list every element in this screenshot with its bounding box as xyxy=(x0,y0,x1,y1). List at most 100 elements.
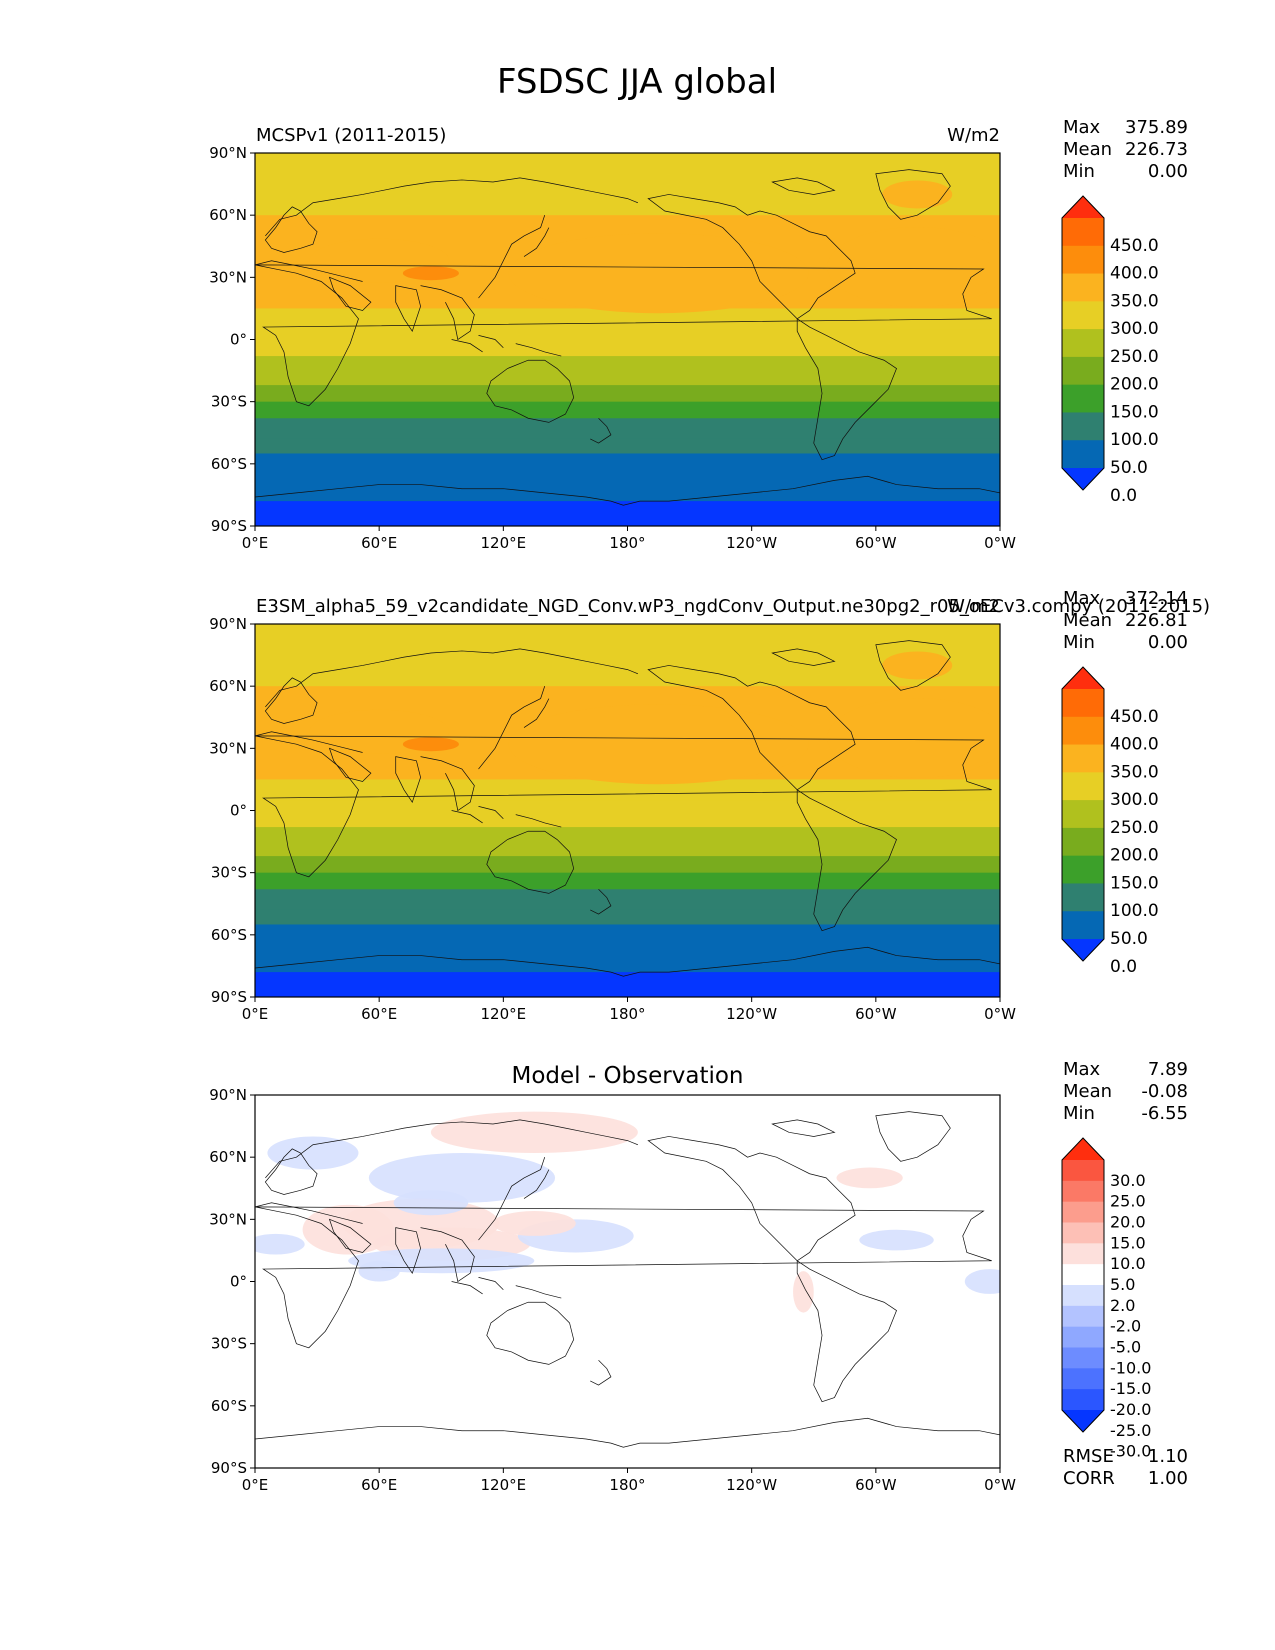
colorbar-label: 250.0 xyxy=(1110,818,1159,838)
colorbar-label: -30.0 xyxy=(1110,1442,1151,1461)
colorbar-label: 25.0 xyxy=(1110,1192,1146,1211)
diff-blob xyxy=(255,1233,305,1255)
lon-tick-label: 120°W xyxy=(726,534,777,552)
colorbar-extend-max xyxy=(1062,1138,1104,1160)
colorbar-segment xyxy=(1062,772,1104,801)
colorbar-label: 30.0 xyxy=(1110,1171,1146,1190)
field-band xyxy=(255,624,1000,687)
stat-label: Mean xyxy=(1063,139,1112,160)
lat-tick-label: 60°S xyxy=(211,1397,247,1415)
map-field xyxy=(255,153,1000,526)
colorbar-segment xyxy=(1062,245,1104,274)
panel-left-title: MCSPv1 (2011-2015) xyxy=(256,125,446,146)
panel-diff: 90°N 60°N 30°N 0° 30°S 60°S 90°S0°E 60°E 120°E 18… xyxy=(209,1059,1188,1494)
panel-left-title: E3SM_alpha5_59_v2candidate_NGD_Conv.wP3_… xyxy=(256,596,1210,617)
colorbar-label: 250.0 xyxy=(1110,347,1159,367)
diff-blob xyxy=(368,1153,556,1203)
field-band xyxy=(255,856,1000,874)
lon-tick-label: 120°W xyxy=(726,1476,777,1494)
field-band xyxy=(255,356,1000,386)
colorbar-label: -15.0 xyxy=(1110,1379,1151,1398)
colorbar-label: 100.0 xyxy=(1110,901,1159,921)
colorbar-segment xyxy=(1062,273,1104,302)
diff-blob xyxy=(793,1271,814,1313)
lon-tick-label: 180° xyxy=(609,1476,645,1494)
field-band xyxy=(255,972,1000,997)
colorbar-segment xyxy=(1062,800,1104,829)
panel-center-title: Model - Observation xyxy=(511,1063,743,1089)
colorbar-label: -20.0 xyxy=(1110,1400,1151,1419)
colorbar-label: -5.0 xyxy=(1110,1338,1141,1357)
lat-tick-label: 90°S xyxy=(211,988,247,1006)
colorbar-extend-min xyxy=(1062,468,1104,490)
field-band xyxy=(255,827,1000,857)
lon-tick-label: 120°W xyxy=(726,1005,777,1023)
lat-tick-label: 30°S xyxy=(211,864,247,882)
field-blob xyxy=(402,266,459,281)
colorbar-label: 15.0 xyxy=(1110,1233,1146,1252)
colorbar-segment xyxy=(1062,1180,1104,1203)
lat-tick-label: 30°S xyxy=(211,393,247,411)
colorbar-segment xyxy=(1062,440,1104,469)
field-band xyxy=(255,924,1000,973)
field-band xyxy=(255,438,1000,454)
lon-tick-label: 0°W xyxy=(984,1476,1016,1494)
colorbar-segment xyxy=(1062,356,1104,386)
stat-value: 226.73 xyxy=(1125,139,1188,160)
colorbar-segment xyxy=(1062,689,1104,718)
lon-tick-label: 120°E xyxy=(481,534,527,552)
colorbar-segment xyxy=(1062,827,1104,857)
lon-tick-label: 60°E xyxy=(361,1476,397,1494)
lat-tick-label: 60°S xyxy=(211,455,247,473)
field-band xyxy=(255,872,1000,890)
colorbar-label: 400.0 xyxy=(1110,264,1159,284)
colorbar-label: -25.0 xyxy=(1110,1421,1151,1440)
diff-blob xyxy=(430,1111,638,1154)
diff-blob xyxy=(358,1260,400,1282)
lat-tick-label: 0° xyxy=(230,1273,247,1291)
colorbar-label: 0.0 xyxy=(1110,486,1137,506)
lon-tick-label: 60°E xyxy=(361,1005,397,1023)
field-blob xyxy=(402,737,459,752)
stat-value: 7.89 xyxy=(1148,1059,1188,1080)
lon-tick-label: 0°E xyxy=(242,1476,269,1494)
lat-tick-label: 30°S xyxy=(211,1335,247,1353)
stat-label: Max xyxy=(1063,588,1101,609)
field-band xyxy=(255,453,1000,502)
colorbar: 450.0 400.0 350.0 300.0 250.0 200.0 150.0 100.0… xyxy=(1061,666,1159,977)
colorbar-extend-min xyxy=(1062,939,1104,961)
diff-blob xyxy=(859,1229,934,1251)
colorbar-segment xyxy=(1062,1201,1104,1223)
colorbar-outline xyxy=(1061,195,1105,491)
colorbar-segment xyxy=(1062,744,1104,773)
field-band xyxy=(255,329,1000,357)
lon-tick-label: 0°W xyxy=(984,1005,1016,1023)
colorbar-label: 10.0 xyxy=(1110,1254,1146,1273)
colorbar-label: 20.0 xyxy=(1110,1213,1146,1232)
lat-tick-label: 60°N xyxy=(209,677,247,695)
extra-stat-value: 1.10 xyxy=(1148,1446,1188,1467)
colorbar-segment xyxy=(1062,1222,1104,1244)
colorbar-label: 300.0 xyxy=(1110,319,1159,339)
colorbar-label: 200.0 xyxy=(1110,375,1159,395)
colorbar-label: 100.0 xyxy=(1110,430,1159,450)
diff-blob xyxy=(836,1167,903,1189)
stat-label: Min xyxy=(1063,1103,1095,1124)
colorbar-segment xyxy=(1062,716,1104,745)
lat-tick-label: 90°N xyxy=(209,144,247,162)
colorbar-label: 200.0 xyxy=(1110,846,1159,866)
field-blob xyxy=(882,180,953,209)
stat-value: 372.14 xyxy=(1125,588,1188,609)
colorbar-extend-max xyxy=(1062,196,1104,218)
stat-value: 0.00 xyxy=(1148,632,1188,653)
lon-tick-label: 0°E xyxy=(242,534,269,552)
colorbar-label: 350.0 xyxy=(1110,762,1159,782)
lon-tick-label: 60°W xyxy=(855,1476,897,1494)
extra-stat-label: RMSE xyxy=(1063,1446,1114,1467)
lat-tick-label: 0° xyxy=(230,802,247,820)
colorbar-segment xyxy=(1062,1305,1104,1328)
colorbar-label: -2.0 xyxy=(1110,1317,1141,1336)
panel-model: 90°N 60°N 30°N 0° 30°S 60°S 90°S0°E 60°E 120°E 18… xyxy=(209,588,1210,1023)
field-band xyxy=(255,418,1000,440)
colorbar-segment xyxy=(1062,412,1104,441)
